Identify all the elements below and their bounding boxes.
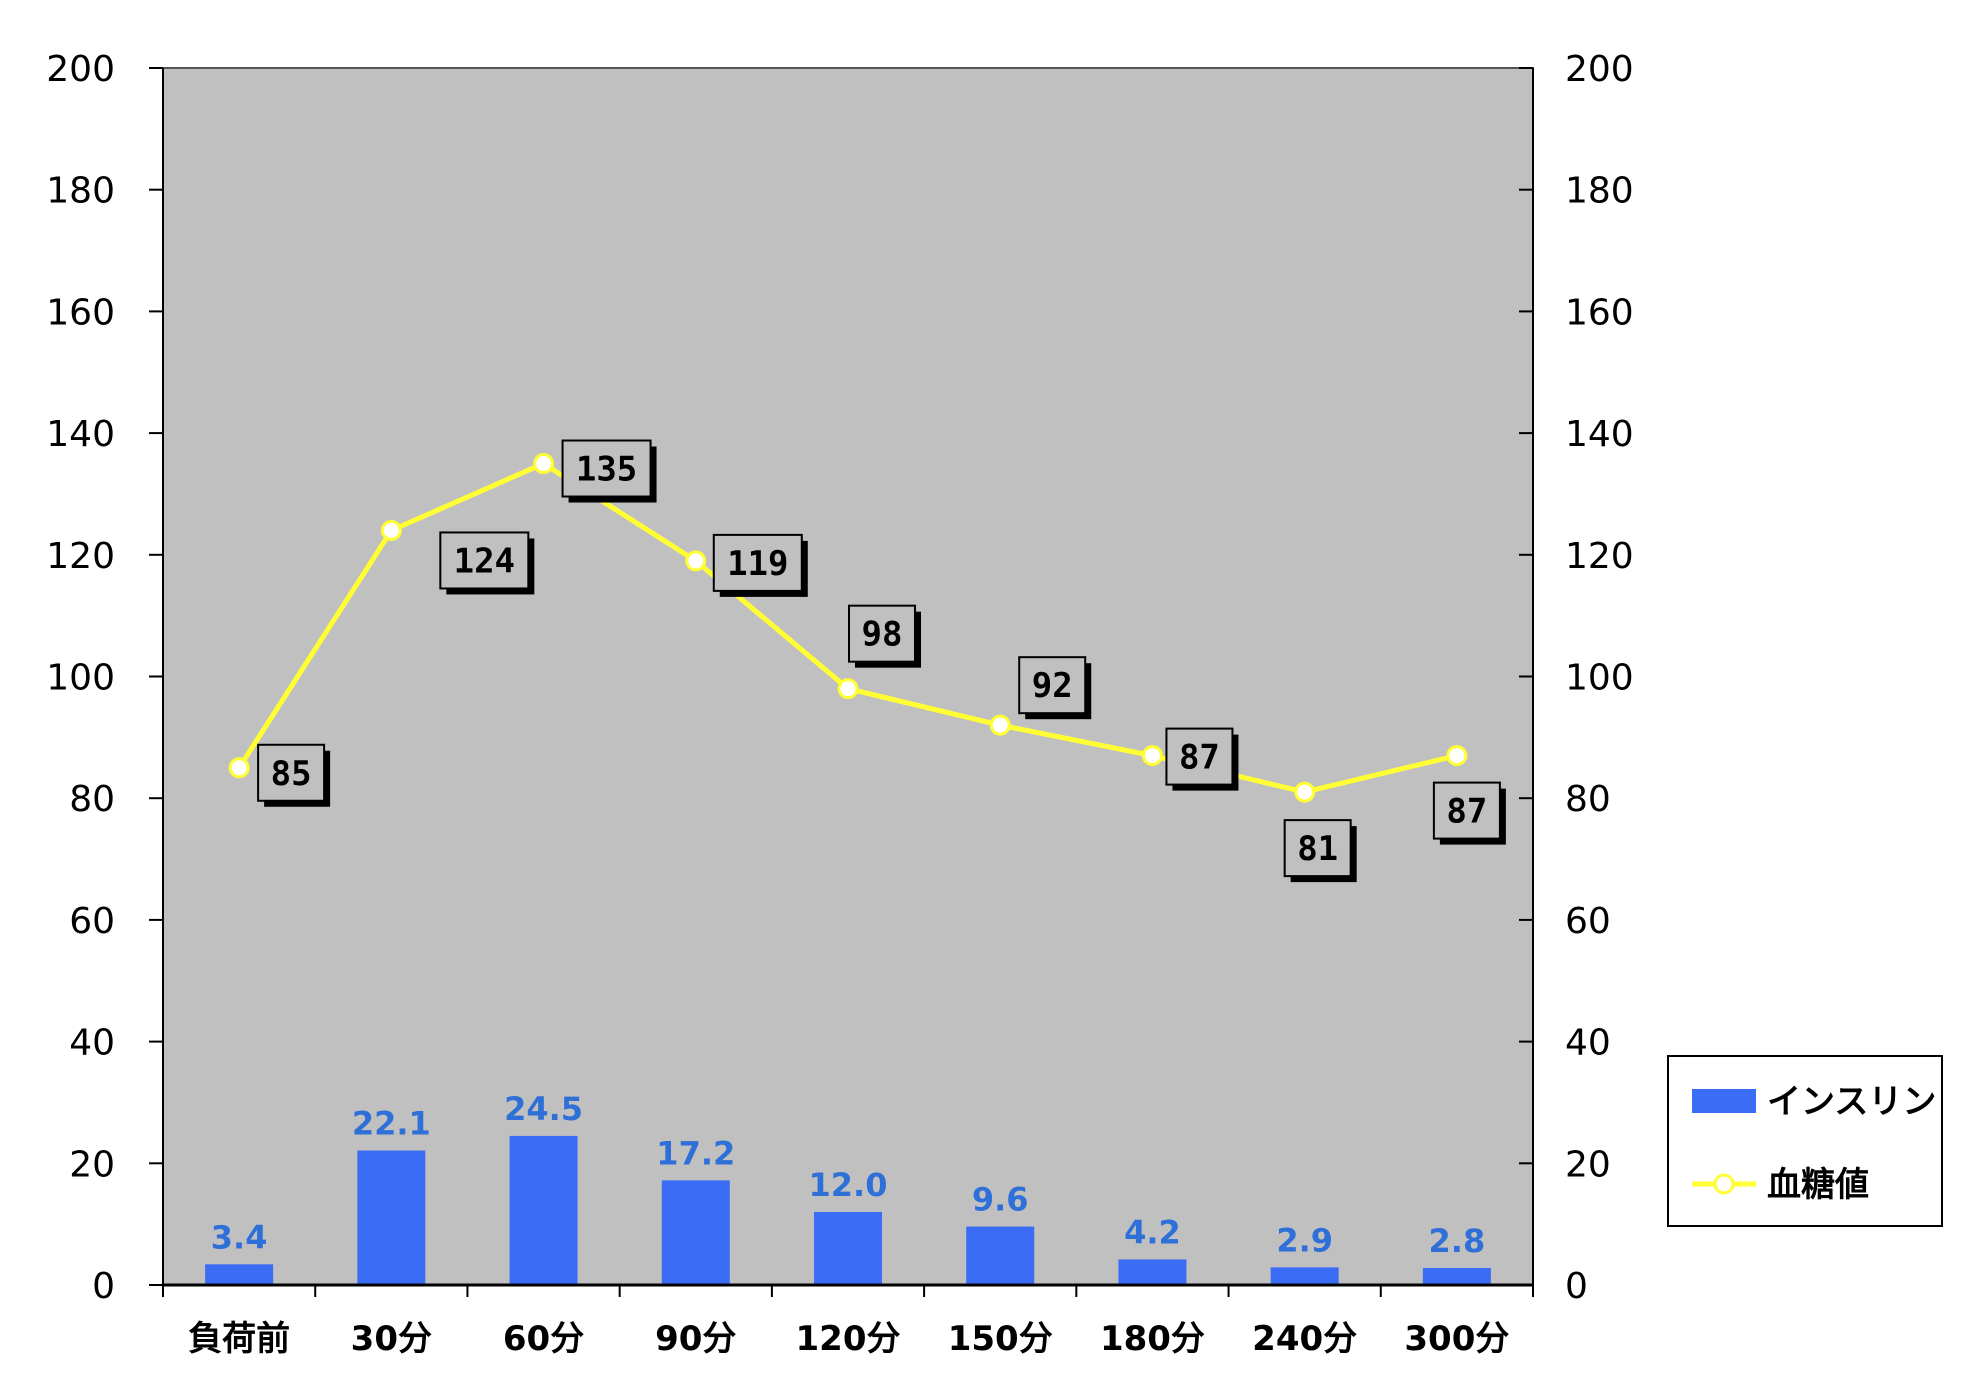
y-right-tick-label: 0 <box>1565 1266 1588 1307</box>
glucose-point <box>533 453 555 475</box>
glucose-label-box <box>257 743 326 802</box>
y-left-tick-label: 180 <box>46 171 115 212</box>
insulin-bar-label: 24.5 <box>504 1090 583 1128</box>
glucose-label-box <box>1018 656 1087 715</box>
y-left-tick-label: 120 <box>46 536 115 577</box>
y-right-tick-label: 100 <box>1565 658 1634 699</box>
glucose-point <box>228 757 250 779</box>
insulin-bar <box>1270 1267 1339 1285</box>
glucose-label: 119 <box>727 544 788 584</box>
insulin-bar <box>1422 1267 1491 1285</box>
legend: インスリン 血糖値 <box>1667 1055 1943 1227</box>
insulin-bar <box>357 1150 426 1285</box>
glucose-point <box>1294 781 1316 803</box>
glucose-point <box>1446 745 1468 767</box>
y-right-tick-label: 140 <box>1565 414 1634 455</box>
x-tick-label: 300分 <box>1404 1319 1509 1359</box>
plot-area <box>162 67 1534 1286</box>
legend-label-insulin: インスリン <box>1767 1082 1936 1122</box>
glucose-label: 135 <box>576 450 637 490</box>
x-tick-label: 150分 <box>948 1319 1053 1359</box>
insulin-bar <box>966 1226 1035 1285</box>
y-right-tick-label: 80 <box>1565 779 1611 820</box>
insulin-bar-label: 2.9 <box>1276 1221 1333 1259</box>
glucose-label-box <box>1432 781 1501 840</box>
y-left-tick-label: 140 <box>46 414 115 455</box>
y-left-tick-label: 80 <box>69 779 115 820</box>
insulin-bar-label: 12.0 <box>809 1166 888 1204</box>
glucose-label: 81 <box>1297 829 1338 869</box>
glucose-point <box>380 519 402 541</box>
legend-swatch-glucose-marker <box>1713 1173 1735 1195</box>
insulin-bar-label: 17.2 <box>656 1134 735 1172</box>
glucose-point <box>1141 745 1163 767</box>
y-left-tick-label: 20 <box>69 1144 115 1185</box>
glucose-label: 85 <box>271 754 312 794</box>
x-tick-label: 240分 <box>1252 1319 1357 1359</box>
y-left-tick-label: 200 <box>46 49 115 90</box>
y-right-tick-label: 60 <box>1565 901 1611 942</box>
insulin-bar <box>661 1180 730 1285</box>
insulin-bar-label: 2.8 <box>1429 1222 1486 1260</box>
y-right-tick-label: 20 <box>1565 1144 1611 1185</box>
legend-box <box>1667 1055 1943 1227</box>
x-tick-label: 120分 <box>796 1319 901 1359</box>
x-tick-label: 180分 <box>1100 1319 1205 1359</box>
y-left-tick-label: 100 <box>46 658 115 699</box>
insulin-bar-label: 22.1 <box>352 1105 431 1143</box>
glucose-label: 87 <box>1446 792 1487 832</box>
x-tick-label: 30分 <box>351 1319 432 1359</box>
axes-layer: 0 20 40 60 80 100 120 140 160 180 200 0 20 40 60 80 100 1… <box>46 49 1633 1359</box>
y-right-tick-label: 120 <box>1565 536 1634 577</box>
y-left-tick-label: 160 <box>46 292 115 333</box>
insulin-bar-label: 9.6 <box>972 1181 1029 1219</box>
insulin-bar <box>1118 1259 1187 1285</box>
x-tick-label: 90分 <box>655 1319 736 1359</box>
insulin-bar-label: 3.4 <box>211 1218 268 1256</box>
y-left-tick-label: 40 <box>69 1023 115 1064</box>
glucose-point <box>989 714 1011 736</box>
glucose-label-box <box>712 533 803 592</box>
glucose-label-box <box>561 439 652 498</box>
y-left-tick-label: 0 <box>92 1266 115 1307</box>
y-right-tick-label: 160 <box>1565 292 1634 333</box>
glucose-label-box <box>848 604 916 663</box>
y-right-tick-label: 180 <box>1565 171 1634 212</box>
insulin-bar <box>205 1264 274 1285</box>
glucose-label: 92 <box>1032 666 1073 706</box>
x-tick-label: 60分 <box>503 1319 584 1359</box>
glucose-label-box <box>1283 819 1352 878</box>
line-layer <box>228 453 1468 803</box>
glucose-point <box>685 550 707 572</box>
glucose-point <box>837 678 859 700</box>
legend-swatch-insulin <box>1692 1089 1756 1113</box>
y-left-tick-label: 60 <box>69 901 115 942</box>
y-right-tick-label: 40 <box>1565 1023 1611 1064</box>
legend-label-glucose: 血糖値 <box>1767 1165 1869 1205</box>
insulin-bar <box>814 1211 882 1285</box>
glucose-label: 87 <box>1179 738 1220 778</box>
x-tick-label: 負荷前 <box>188 1319 290 1359</box>
bars-layer <box>205 1135 1491 1285</box>
glucose-label: 98 <box>862 615 903 655</box>
glucose-label: 124 <box>454 541 515 581</box>
glucose-label-box <box>1165 727 1234 786</box>
glucose-label-box <box>439 531 530 590</box>
labels-layer: 3.4 22.1 24.5 17.2 12.0 9.6 4.2 2.9 2.8 85 124 135 1… <box>211 439 1506 1260</box>
insulin-bar <box>509 1135 578 1285</box>
y-right-tick-label: 200 <box>1565 49 1634 90</box>
insulin-bar-label: 4.2 <box>1124 1213 1181 1251</box>
